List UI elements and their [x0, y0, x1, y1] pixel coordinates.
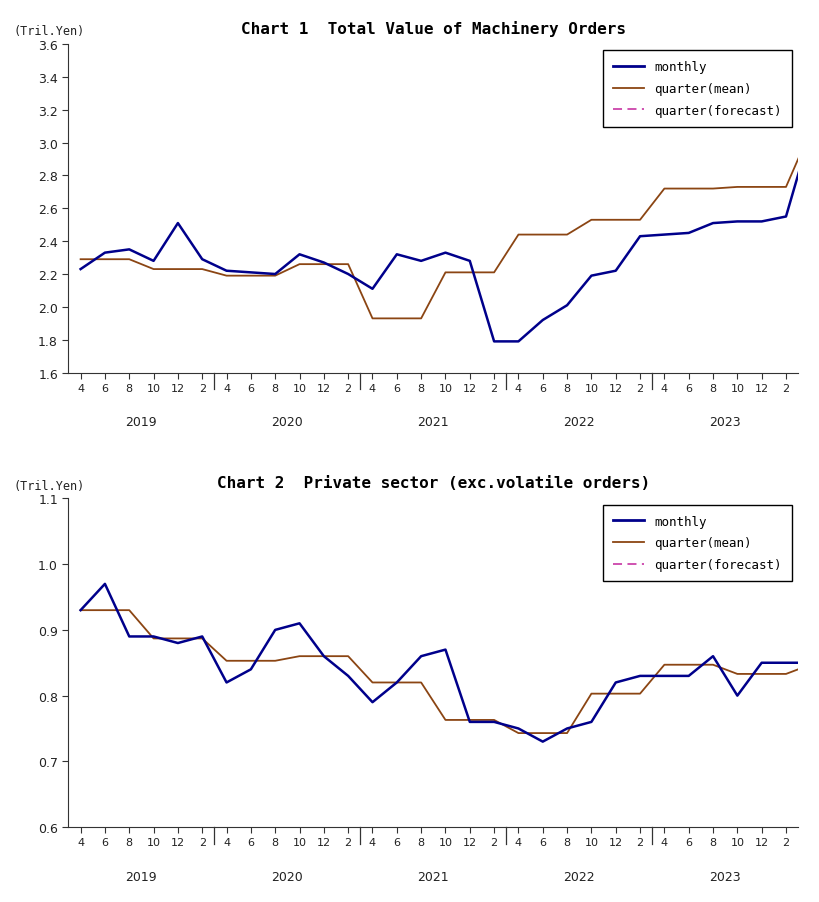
Title: Chart 2  Private sector (exc.volatile orders): Chart 2 Private sector (exc.volatile ord… [217, 475, 649, 491]
Text: 2019: 2019 [125, 870, 157, 883]
Text: 2021: 2021 [418, 870, 449, 883]
Text: 2023: 2023 [709, 416, 741, 428]
Legend: monthly, quarter(mean), quarter(forecast): monthly, quarter(mean), quarter(forecast… [603, 51, 792, 127]
Legend: monthly, quarter(mean), quarter(forecast): monthly, quarter(mean), quarter(forecast… [603, 505, 792, 582]
Text: (Tril.Yen): (Tril.Yen) [14, 25, 85, 38]
Text: 2022: 2022 [563, 416, 595, 428]
Text: 2020: 2020 [271, 416, 303, 428]
Text: 2020: 2020 [271, 870, 303, 883]
Text: (Tril.Yen): (Tril.Yen) [14, 479, 85, 492]
Text: 2019: 2019 [125, 416, 157, 428]
Text: 2021: 2021 [418, 416, 449, 428]
Text: 2023: 2023 [709, 870, 741, 883]
Text: 2022: 2022 [563, 870, 595, 883]
Title: Chart 1  Total Value of Machinery Orders: Chart 1 Total Value of Machinery Orders [241, 21, 626, 37]
